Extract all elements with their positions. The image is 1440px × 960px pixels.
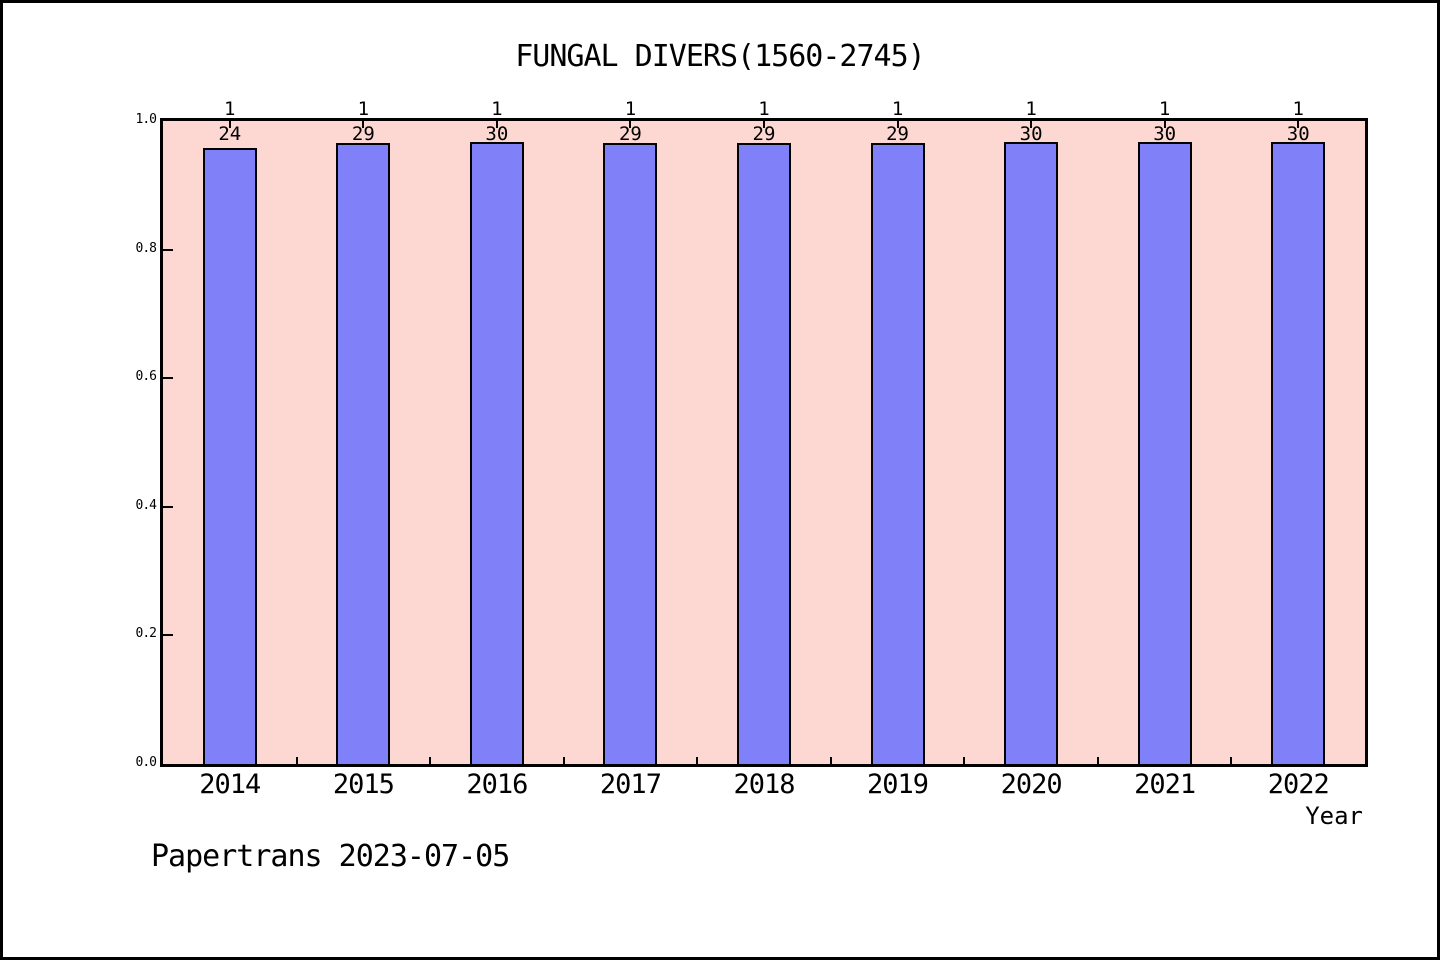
x-tick-label: 2017 (599, 769, 662, 800)
y-tick-label: 1.0 (135, 112, 157, 127)
bar-2022 (1271, 142, 1326, 764)
y-major-tick (163, 248, 173, 251)
bottom-minor-tick (429, 757, 432, 764)
bar-2015 (336, 143, 391, 764)
bar-2018 (737, 143, 791, 764)
bar-total-label: 30 (1286, 123, 1310, 145)
bottom-minor-tick (963, 757, 966, 764)
bar-rank-label: 1 (758, 98, 770, 120)
bar-total-label: 29 (752, 123, 776, 145)
top-tick (1163, 121, 1166, 128)
bottom-minor-tick (1230, 757, 1233, 764)
bar-2016 (469, 142, 524, 764)
bar-rank-label: 1 (891, 98, 904, 120)
bar-total-label: 29 (886, 123, 909, 145)
x-tick-label: 2020 (1000, 769, 1063, 800)
bar-total-label: 29 (618, 123, 642, 145)
bar-2017 (603, 143, 658, 764)
bar-rank-label: 1 (1158, 98, 1171, 120)
x-tick-label: 2014 (199, 769, 261, 800)
x-tick-label: 2019 (867, 769, 929, 800)
bottom-minor-tick (562, 757, 565, 764)
top-tick (763, 121, 765, 128)
bar-rank-label: 1 (624, 98, 637, 120)
x-tick-label: 2022 (1267, 769, 1330, 800)
bar-total-label: 30 (1153, 123, 1177, 145)
bottom-minor-tick (1096, 757, 1099, 764)
y-tick-label: 0.2 (135, 626, 157, 642)
y-major-tick (163, 505, 173, 508)
top-tick (1030, 121, 1033, 128)
bar-rank-label: 1 (1025, 98, 1037, 120)
bar-total-label: 30 (1019, 123, 1043, 145)
y-tick-label: 0.8 (135, 240, 157, 256)
bar-rank-label: 1 (224, 98, 236, 120)
top-tick (1297, 121, 1300, 128)
bar-rank-label: 1 (1292, 98, 1304, 120)
x-tick-label: 2021 (1134, 769, 1196, 800)
bar-total-label: 24 (218, 123, 242, 145)
bar-2021 (1137, 142, 1192, 764)
plot-area: JIF Rank in MYCOLOGY12420141292015130201… (136, 98, 1368, 800)
bottom-minor-tick (829, 757, 832, 764)
bottom-minor-tick (696, 757, 699, 764)
bar-total-label: 30 (485, 123, 509, 145)
bar-2014 (202, 148, 257, 764)
top-tick (495, 121, 498, 128)
y-tick-label: 0.6 (135, 369, 157, 385)
x-tick-label: 2016 (466, 769, 528, 800)
y-tick-label: 0.4 (135, 497, 157, 513)
bar-rank-label: 1 (491, 98, 503, 120)
x-tick-label: 2018 (733, 769, 795, 800)
bar-total-label: 29 (351, 123, 375, 145)
y-tick-label: 0.0 (135, 755, 157, 770)
y-major-tick (163, 377, 173, 380)
top-tick (896, 121, 899, 128)
bar-rank-label: 1 (357, 98, 370, 120)
top-tick (362, 121, 365, 128)
chart-title: FUNGAL DIVERS(1560-2745) (515, 39, 925, 74)
y-major-tick (163, 634, 173, 637)
watermark-text: Papertrans 2023-07-05 (151, 839, 510, 874)
top-tick (629, 121, 632, 128)
x-tick-label: 2015 (332, 769, 395, 800)
x-axis-label: Year (1305, 802, 1363, 830)
bottom-minor-tick (295, 757, 298, 764)
bar-2019 (870, 143, 925, 764)
top-tick (228, 121, 231, 128)
bar-2020 (1004, 142, 1059, 764)
